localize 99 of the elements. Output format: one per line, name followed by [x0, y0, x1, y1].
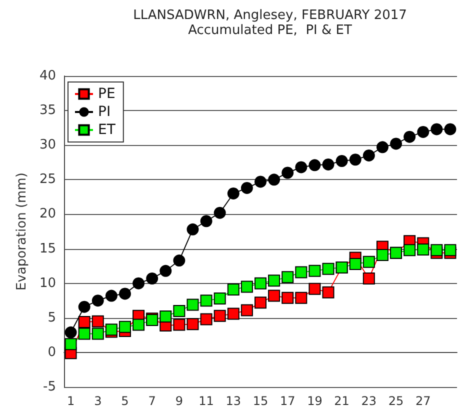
point	[105, 290, 118, 302]
point	[404, 130, 416, 143]
point	[132, 318, 145, 331]
point	[349, 258, 362, 270]
point	[173, 318, 186, 331]
point	[362, 272, 375, 284]
point	[240, 280, 253, 293]
point	[268, 290, 280, 302]
point	[308, 264, 321, 277]
y-tick-label: 15	[39, 241, 56, 256]
point	[186, 318, 199, 330]
x-tick-label: 11	[198, 394, 214, 408]
y-tick-label: 5	[48, 310, 56, 326]
point	[200, 294, 212, 307]
y-tick-label: 30	[39, 138, 56, 153]
point	[268, 274, 280, 287]
point	[146, 272, 158, 284]
x-tick-label: 21	[334, 394, 350, 408]
point	[376, 141, 388, 154]
point	[92, 328, 104, 340]
y-tick-label: 10	[39, 276, 56, 291]
point	[118, 320, 131, 333]
legend-label: PI	[98, 104, 111, 120]
point	[200, 215, 212, 228]
x-tick-label: 5	[121, 394, 129, 408]
point	[186, 223, 199, 236]
point	[430, 123, 443, 136]
x-tick-label: 25	[388, 394, 404, 408]
y-tick-label: 35	[39, 103, 56, 118]
point	[268, 174, 280, 186]
point	[240, 304, 253, 316]
point	[254, 296, 266, 309]
point	[282, 292, 294, 304]
point	[308, 159, 321, 172]
x-tick-label: 23	[361, 394, 377, 408]
chart-subtitle: Accumulated PE, PI & ET	[188, 23, 352, 38]
point	[282, 271, 294, 284]
y-tick-label: 25	[39, 172, 56, 188]
point	[444, 244, 456, 256]
point	[295, 161, 308, 174]
point	[282, 166, 294, 179]
point	[214, 310, 226, 322]
point	[118, 288, 131, 300]
point	[322, 262, 334, 275]
point	[64, 338, 77, 350]
x-tick-label: 17	[280, 394, 296, 408]
point	[214, 292, 226, 305]
y-tick-label: -5	[43, 380, 56, 394]
legend-label: ET	[98, 122, 116, 138]
x-tick-label: 15	[252, 394, 268, 408]
point	[336, 155, 348, 168]
point	[227, 308, 240, 320]
point	[78, 300, 90, 313]
point	[92, 315, 104, 328]
point	[322, 158, 334, 170]
point	[200, 313, 212, 326]
point	[417, 126, 430, 138]
point	[390, 138, 402, 150]
y-axis-title: Evaporation (mm)	[14, 172, 30, 290]
point	[295, 292, 308, 304]
x-tick-label: 9	[175, 394, 184, 408]
point	[349, 154, 362, 166]
x-tick-label: 13	[226, 394, 242, 408]
point	[254, 176, 266, 188]
point	[78, 316, 90, 328]
point	[417, 243, 430, 256]
point	[376, 249, 388, 261]
y-tick-label: 40	[39, 68, 56, 84]
point	[430, 244, 443, 256]
point	[322, 286, 334, 298]
y-tick-label: 20	[39, 206, 56, 222]
point	[240, 182, 253, 194]
point	[160, 264, 172, 277]
point	[173, 254, 186, 267]
y-tick-label: 0	[48, 344, 56, 360]
point	[404, 244, 416, 256]
x-tick-label: 7	[148, 394, 156, 408]
point	[160, 310, 172, 323]
x-tick-label: 19	[307, 394, 322, 408]
chart-title: LLANSADWRN, Anglesey, FEBRUARY 2017	[133, 8, 407, 23]
point	[227, 187, 240, 200]
point	[362, 149, 375, 162]
x-tick-label: 27	[415, 394, 431, 408]
point	[78, 328, 90, 340]
point	[92, 294, 104, 307]
point	[254, 277, 266, 290]
point	[308, 282, 321, 295]
point	[64, 326, 77, 338]
point	[227, 284, 240, 296]
point	[444, 123, 456, 136]
point	[362, 256, 375, 268]
point	[173, 304, 186, 317]
legend-label: PE	[98, 86, 116, 102]
x-tick-label: 3	[94, 394, 102, 408]
x-tick-label: 1	[66, 394, 75, 408]
point	[186, 298, 199, 311]
point	[132, 277, 145, 290]
point	[214, 206, 226, 219]
point	[295, 266, 308, 278]
